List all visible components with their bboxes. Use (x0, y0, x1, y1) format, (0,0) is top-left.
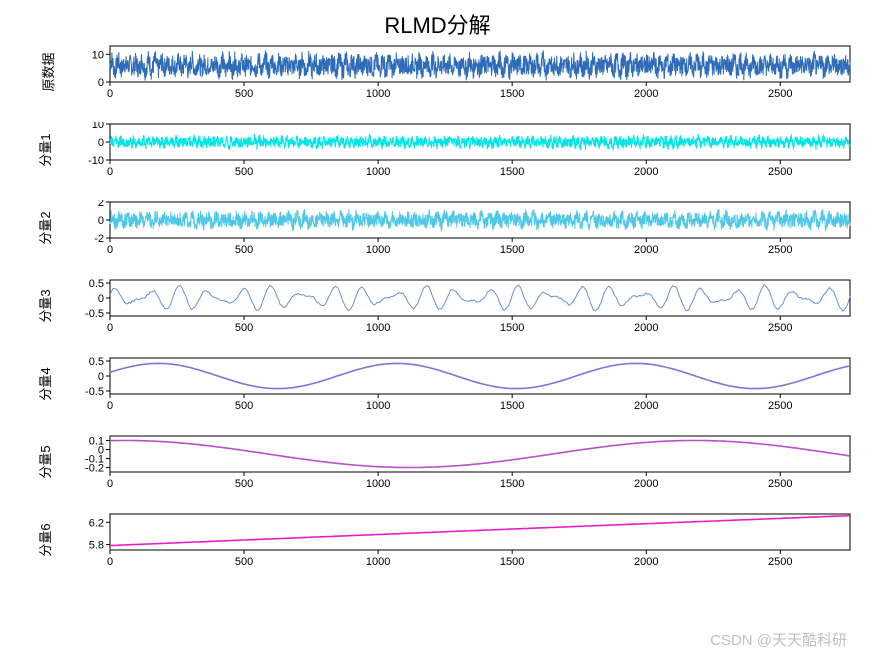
svg-text:500: 500 (235, 400, 253, 412)
svg-text:2000: 2000 (634, 478, 658, 490)
svg-text:0: 0 (107, 244, 113, 256)
svg-text:1000: 1000 (366, 400, 390, 412)
subplot-6: 分量65.86.205001000150020002500 (80, 512, 845, 568)
svg-text:0.5: 0.5 (89, 356, 104, 368)
svg-text:0: 0 (107, 400, 113, 412)
svg-text:500: 500 (235, 556, 253, 568)
plot-area-6: 5.8 6.2 0 500 1000 1500 2000 2500 (80, 512, 852, 568)
svg-text:2500: 2500 (768, 322, 792, 334)
ylabel-4: 分量4 (35, 367, 54, 400)
plot-area-0: 0 10 0 500 1000 1500 2000 2500 (80, 44, 852, 100)
watermark: CSDN @天天酷科研 (710, 629, 847, 650)
plot-area-4: -0.500.505001000150020002500 (80, 356, 852, 412)
svg-text:10: 10 (92, 122, 104, 131)
svg-text:0: 0 (98, 371, 104, 383)
svg-text:2000: 2000 (634, 556, 658, 568)
svg-text:0: 0 (98, 293, 104, 305)
ylabel-0: 原数据 (38, 52, 57, 91)
svg-text:2500: 2500 (768, 166, 792, 178)
plot-area-2: -20205001000150020002500 (80, 200, 852, 256)
subplot-4: 分量4-0.500.505001000150020002500 (80, 356, 845, 412)
svg-text:0.1: 0.1 (89, 436, 104, 448)
svg-text:2500: 2500 (768, 478, 792, 490)
svg-text:0: 0 (107, 166, 113, 178)
svg-text:2: 2 (98, 200, 104, 209)
svg-text:1000: 1000 (366, 244, 390, 256)
svg-text:2000: 2000 (634, 322, 658, 334)
plot-area-5: -0.2-0.100.105001000150020002500 (80, 434, 852, 490)
subplot-5: 分量5-0.2-0.100.105001000150020002500 (80, 434, 845, 490)
subplot-3: 分量3-0.500.505001000150020002500 (80, 278, 845, 334)
ylabel-2: 分量2 (35, 211, 54, 244)
svg-text:2000: 2000 (634, 166, 658, 178)
svg-text:-10: -10 (88, 155, 104, 167)
svg-text:0: 0 (107, 556, 113, 568)
svg-text:2500: 2500 (768, 400, 792, 412)
plot-area-1: -1001005001000150020002500 (80, 122, 852, 178)
ylabel-3: 分量3 (35, 289, 54, 322)
svg-text:1500: 1500 (500, 400, 524, 412)
svg-text:2000: 2000 (634, 244, 658, 256)
subplot-0: 原数据01005001000150020002500 (80, 44, 845, 100)
svg-text:0: 0 (98, 77, 104, 89)
svg-text:5.8: 5.8 (89, 539, 104, 551)
chart-title: RLMD分解 (0, 8, 875, 40)
svg-text:2500: 2500 (768, 556, 792, 568)
svg-text:-0.5: -0.5 (85, 308, 104, 320)
panels: 原数据01005001000150020002500分量1-1001005001… (0, 44, 875, 590)
svg-text:500: 500 (235, 88, 253, 100)
svg-text:2500: 2500 (768, 88, 792, 100)
svg-text:1000: 1000 (366, 166, 390, 178)
svg-text:1000: 1000 (366, 478, 390, 490)
svg-text:500: 500 (235, 322, 253, 334)
svg-text:2000: 2000 (634, 88, 658, 100)
svg-text:1500: 1500 (500, 166, 524, 178)
plot-area-3: -0.500.505001000150020002500 (80, 278, 852, 334)
svg-text:0: 0 (107, 478, 113, 490)
ylabel-5: 分量5 (35, 445, 54, 478)
svg-text:-2: -2 (94, 233, 104, 245)
svg-text:10: 10 (92, 49, 104, 61)
svg-text:1000: 1000 (366, 556, 390, 568)
svg-text:500: 500 (235, 244, 253, 256)
svg-text:-0.5: -0.5 (85, 386, 104, 398)
svg-text:2000: 2000 (634, 400, 658, 412)
svg-text:1500: 1500 (500, 244, 524, 256)
svg-text:0: 0 (98, 215, 104, 227)
svg-text:6.2: 6.2 (89, 517, 104, 529)
subplot-1: 分量1-1001005001000150020002500 (80, 122, 845, 178)
svg-text:0: 0 (107, 88, 113, 100)
svg-text:1500: 1500 (500, 478, 524, 490)
ylabel-1: 分量1 (35, 133, 54, 166)
svg-text:500: 500 (235, 166, 253, 178)
svg-text:0: 0 (98, 137, 104, 149)
ylabel-6: 分量6 (35, 523, 54, 556)
svg-text:2500: 2500 (768, 244, 792, 256)
subplot-2: 分量2-20205001000150020002500 (80, 200, 845, 256)
svg-text:1000: 1000 (366, 322, 390, 334)
svg-text:500: 500 (235, 478, 253, 490)
svg-text:0.5: 0.5 (89, 278, 104, 290)
svg-text:1500: 1500 (500, 322, 524, 334)
svg-text:1000: 1000 (366, 88, 390, 100)
svg-text:1500: 1500 (500, 556, 524, 568)
svg-text:0: 0 (107, 322, 113, 334)
svg-text:1500: 1500 (500, 88, 524, 100)
